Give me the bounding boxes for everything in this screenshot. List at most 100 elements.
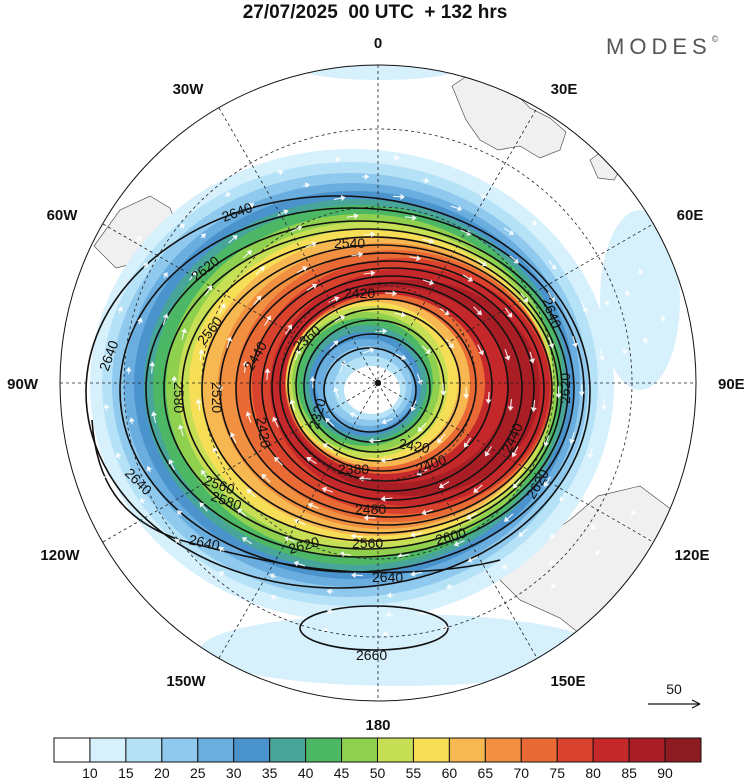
wind-arrowhead — [424, 177, 430, 184]
wind-arrowhead — [322, 443, 329, 449]
wind-arrowhead — [549, 296, 555, 303]
contour-2640-outer-lobe — [91, 419, 501, 574]
wind-arrowhead — [444, 604, 450, 611]
wind-arrowhead — [621, 349, 628, 355]
wind-arrowhead — [117, 306, 123, 312]
wind-arrowhead — [229, 432, 236, 438]
wind-arrowhead — [146, 465, 153, 472]
wind-arrowhead — [306, 456, 312, 463]
contour-2480 — [249, 267, 535, 509]
wind-arrowhead — [554, 210, 561, 217]
reference-vector-label: 50 — [666, 681, 682, 697]
contour-2360 — [303, 319, 445, 453]
contour-label: 2620 — [557, 373, 573, 404]
wind-arrowhead — [530, 407, 537, 413]
wind-arrowhead — [668, 416, 675, 422]
wind-arrowhead — [272, 416, 278, 423]
wind-arrowhead — [218, 546, 225, 552]
wind-arrowhead — [670, 366, 677, 372]
contour-label: 2320 — [305, 396, 329, 430]
wind-arrowhead — [624, 290, 630, 297]
wind-arrowhead — [304, 182, 310, 189]
wind-arrowhead — [381, 418, 387, 425]
contour-label: 2420 — [397, 435, 431, 456]
contour-label: 2620 — [287, 533, 321, 557]
wind-arrowhead — [578, 391, 585, 397]
wind-arrowhead — [309, 376, 316, 381]
wind-arrowhead — [573, 256, 579, 263]
wind-arrowhead — [321, 486, 328, 493]
colorbar-label: 35 — [262, 765, 278, 781]
wind-arrowhead — [588, 494, 594, 501]
wind-arrowhead — [259, 266, 265, 272]
wind-arrowhead — [351, 572, 356, 579]
wind-arrowhead — [518, 531, 524, 537]
lon-label-90w: 90W — [7, 376, 39, 393]
lon-label-120w: 120W — [40, 547, 80, 564]
contour-2500 — [235, 260, 545, 518]
wind-arrowhead — [350, 533, 356, 540]
wind-arrowhead — [261, 473, 267, 480]
wind-arrowhead — [501, 563, 508, 569]
wind-arrowhead — [280, 148, 286, 155]
colorbar-label: 90 — [657, 765, 673, 781]
wind-arrowhead — [218, 571, 225, 577]
wind-arrowhead — [498, 608, 504, 615]
wind-arrowhead — [128, 519, 134, 525]
wind-arrowhead — [392, 290, 398, 297]
wind-arrowhead — [425, 348, 431, 354]
wind-arrowhead — [245, 411, 252, 417]
wind-arrowhead — [307, 502, 314, 509]
wind-arrowhead — [569, 438, 575, 444]
wind-arrowhead — [421, 509, 427, 516]
wind-arrowhead — [136, 235, 142, 242]
wind-arrowhead — [149, 361, 156, 367]
contour-2560 — [181, 236, 563, 542]
wind-arrowhead — [206, 285, 213, 291]
wind-arrowhead — [642, 338, 649, 344]
wind-arrowhead — [463, 442, 470, 448]
wind-arrowhead — [115, 452, 122, 458]
wind-arrowhead — [641, 436, 648, 443]
wind-arrowhead — [485, 399, 492, 404]
wind-arrowhead — [600, 405, 607, 411]
wind-arrowhead — [624, 400, 631, 406]
wind-arrowhead — [452, 163, 458, 170]
contour-label: 2560 — [352, 535, 383, 551]
colorbar-label: 70 — [513, 765, 529, 781]
wind-arrowhead — [647, 388, 655, 394]
colorbar-label: 60 — [442, 765, 458, 781]
contour-label: 2600 — [434, 524, 468, 548]
wind-patch-south — [200, 614, 600, 686]
wind-arrowhead — [385, 611, 391, 618]
colorbar-swatch — [305, 737, 343, 763]
wind-arrowhead — [551, 264, 557, 270]
colorbar-swatch — [592, 737, 630, 763]
contour-label: 2380 — [338, 461, 369, 477]
wind-arrowhead — [397, 552, 403, 559]
colorbar-swatch — [233, 737, 271, 763]
meridian-30 — [218, 107, 538, 659]
colorbar-label: 85 — [621, 765, 637, 781]
wind-arrowhead — [339, 136, 345, 143]
wind-arrowhead — [481, 261, 488, 267]
wind-arrowhead — [246, 250, 252, 256]
wind-arrowhead — [86, 325, 93, 332]
contour-2640-outer — [85, 195, 591, 589]
wind-arrowhead — [382, 328, 388, 335]
wind-arrowhead — [286, 324, 293, 330]
wind-arrowhead — [437, 437, 443, 444]
wind-arrowhead — [594, 247, 600, 254]
wind-arrowhead — [467, 276, 474, 282]
wind-arrowhead — [270, 594, 276, 601]
contour-2460 — [261, 275, 523, 501]
wind-arrowhead — [428, 279, 435, 286]
wind-arrowhead — [410, 531, 416, 538]
colorbar-label: 65 — [478, 765, 494, 781]
chart-title: 27/07/2025 00 UTC + 132 hrs — [242, 2, 508, 23]
wind-arrowhead — [283, 209, 289, 215]
wind-arrowhead — [335, 156, 341, 163]
colorbar-swatch — [269, 737, 307, 763]
wind-arrowhead — [220, 303, 226, 309]
lon-label-150e: 150E — [550, 673, 585, 690]
